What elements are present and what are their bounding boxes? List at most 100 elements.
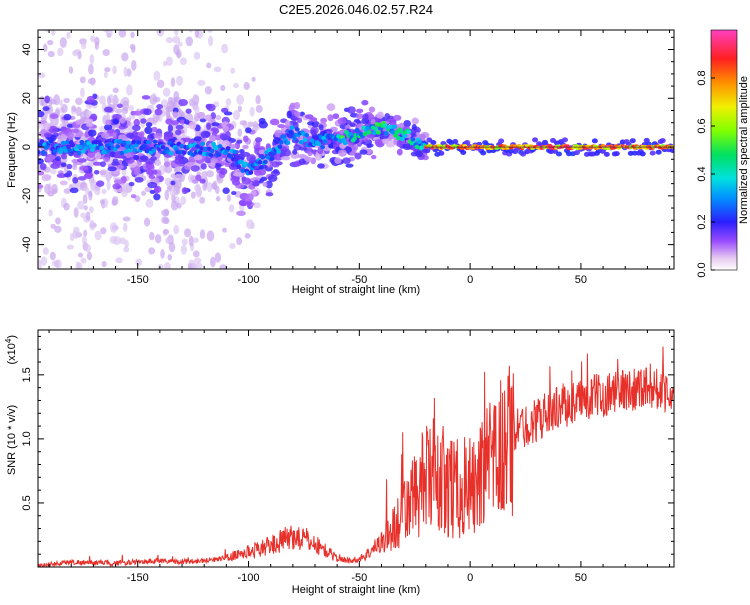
spectrogram-ridge-cell	[417, 139, 422, 145]
spectrogram-halo-cell	[286, 110, 292, 119]
spectrogram-ridge-cell	[38, 142, 44, 148]
spectrogram-ridge-cell	[112, 147, 118, 152]
spectrogram-noise-cell	[84, 244, 91, 253]
spectrogram-halo-cell	[195, 174, 202, 182]
spectrogram-ridge-cell	[410, 137, 416, 142]
spectrogram-halo-cell	[338, 149, 347, 157]
spectrogram-halo-cell	[172, 111, 179, 118]
spectrogram-halo-cell	[304, 156, 313, 162]
spectrogram-noise-cell	[249, 106, 255, 117]
spectrogram-ridge-cell	[398, 128, 404, 134]
spectrogram-halo-cell	[86, 95, 95, 104]
spectrogram-halo-cell	[298, 146, 308, 151]
spectrogram-halo-cell	[345, 163, 354, 168]
spectrogram-halo-cell	[298, 158, 306, 165]
spectrogram-halo-cell	[222, 187, 230, 194]
spectrogram-halo-cell	[216, 156, 223, 161]
spectrogram-ridge-cell	[127, 148, 133, 153]
spectrogram-ridge-cell	[80, 149, 86, 154]
spectrogram-halo-cell	[204, 114, 212, 122]
spectrogram-ridge-cell	[151, 148, 157, 153]
spectrogram-band-cell	[555, 151, 562, 157]
spectrogram-band-cell	[452, 138, 459, 144]
spectrogram-ridge-cell	[285, 140, 291, 146]
spectrogram-noise-cell	[83, 229, 88, 237]
spectrogram-band-cell	[659, 138, 666, 144]
spectrogram-ridge-cell	[131, 139, 137, 145]
spectrogram-halo-cell	[307, 121, 315, 126]
spectrogram-ridge-cell	[328, 143, 333, 149]
snr-y-tick-label: 1.0	[21, 431, 33, 446]
snr-x-tick-label: -50	[351, 572, 367, 584]
spectrogram-noise-cell	[114, 108, 123, 114]
snr-x-tick-label: 0	[467, 572, 473, 584]
spectrogram-halo-cell	[103, 124, 113, 131]
spectrogram-noise-cell	[81, 235, 87, 245]
spectrogram-halo-cell	[43, 122, 51, 131]
spectrogram-halo-cell	[219, 133, 228, 141]
spectrogram-noise-cell	[101, 188, 107, 195]
spectrogram-band-cell	[430, 139, 437, 145]
spectrogram-noise-cell	[49, 30, 51, 31]
spectrogram-halo-cell	[104, 106, 113, 113]
spectrogram-halo-cell	[38, 110, 45, 118]
spectrogram-band-cell	[498, 138, 505, 144]
spectrogram-noise-cell	[94, 230, 102, 241]
spectrogram-halo-cell	[133, 155, 140, 161]
spectrogram-ridge-cell	[373, 126, 379, 132]
spectrogram-ridge-cell	[79, 139, 85, 145]
spectrogram-ridge-cell	[289, 125, 295, 130]
spectrogram-ridge-cell	[248, 170, 254, 175]
spectrogram-halo-cell	[171, 120, 179, 126]
spectrogram-ridge-cell	[600, 144, 606, 148]
spectrogram-halo-cell	[255, 140, 261, 148]
spectrogram-ridge-cell	[118, 139, 123, 144]
spectrogram-halo-cell	[125, 153, 132, 159]
spectrogram-ridge-cell	[88, 143, 94, 149]
spectrogram-heatmap	[38, 30, 674, 269]
spectrogram-noise-cell	[192, 237, 199, 244]
spectrogram-noise-cell	[180, 196, 187, 205]
spectrogram-noise-cell	[229, 242, 236, 250]
spectrogram-halo-cell	[60, 162, 67, 168]
spectrogram-halo-cell	[44, 95, 50, 104]
spectrogram-halo-cell	[116, 103, 123, 109]
spectrogram-noise-cell	[59, 37, 67, 48]
spectrogram-noise-cell	[71, 106, 77, 112]
spectrogram-ridge-cell	[383, 131, 389, 136]
spectrogram-halo-cell	[246, 154, 257, 163]
spectrogram-noise-cell	[154, 159, 162, 166]
spectrogram-halo-cell	[80, 181, 86, 188]
spectrogram-ridge-cell	[124, 144, 130, 150]
spectrogram-ridge-cell	[342, 140, 348, 146]
spectrogram-halo-cell	[334, 157, 342, 165]
spectrogram-halo-cell	[199, 118, 207, 123]
spectrogram-band-cell	[669, 147, 674, 153]
spectrogram-noise-cell	[42, 43, 48, 53]
spectrogram-halo-cell	[174, 129, 182, 136]
spectrogram-noise-cell	[63, 97, 70, 104]
spectrogram-band-cell	[480, 150, 487, 156]
x-tick-label: 0	[467, 274, 473, 286]
spectrogram-noise-cell	[202, 170, 208, 178]
spectrogram-noise-cell	[122, 216, 131, 222]
spectrogram-noise-cell	[163, 262, 171, 269]
spectrogram-ridge-cell	[294, 127, 300, 132]
spectrogram-halo-cell	[193, 155, 203, 161]
spectrogram-halo-cell	[210, 157, 219, 163]
spectrogram-noise-cell	[232, 110, 241, 121]
spectrogram-halo-cell	[79, 165, 89, 171]
spectrogram-noise-cell	[194, 105, 200, 115]
spectrogram-halo-cell	[359, 149, 368, 155]
spectrogram-halo-cell	[43, 132, 52, 138]
spectrogram-noise-cell	[75, 106, 82, 117]
spectrogram-halo-cell	[132, 124, 141, 132]
spectrogram-halo-cell	[99, 161, 106, 168]
spectrogram-halo-cell	[284, 149, 291, 157]
spectrogram-halo-cell	[230, 176, 240, 183]
spectrogram-halo-cell	[356, 108, 364, 114]
spectrogram-noise-cell	[130, 31, 135, 39]
spectrogram-halo-cell	[134, 176, 144, 183]
spectrogram-noise-cell	[89, 54, 95, 65]
spectrogram-ridge-cell	[63, 148, 69, 154]
